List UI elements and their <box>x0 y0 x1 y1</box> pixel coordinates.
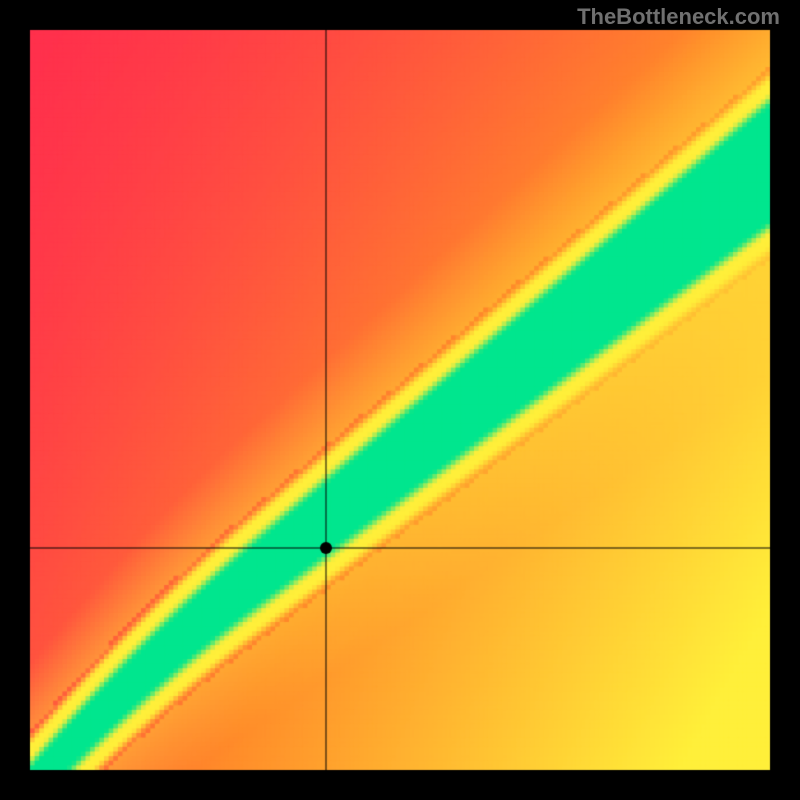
chart-container: TheBottleneck.com <box>0 0 800 800</box>
bottleneck-heatmap-canvas <box>0 0 800 800</box>
watermark-text: TheBottleneck.com <box>577 4 780 30</box>
